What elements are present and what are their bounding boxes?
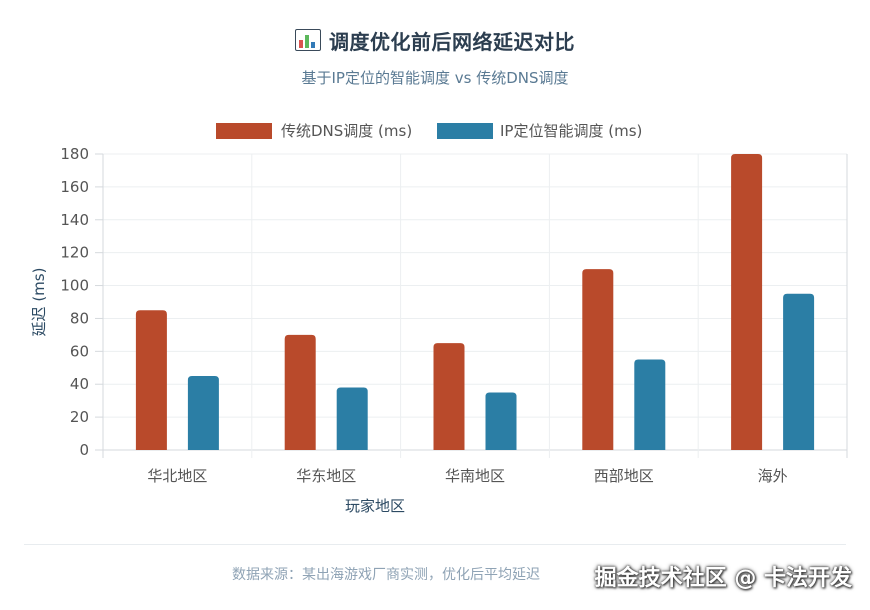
y-tick-label: 180 — [60, 145, 89, 163]
y-tick-label: 60 — [70, 342, 89, 360]
bar — [336, 387, 368, 450]
y-axis-label: 延迟 (ms) — [30, 268, 48, 337]
chart-grid — [102, 153, 848, 458]
y-tick-label: 140 — [60, 211, 89, 229]
x-tick-label: 华东地区 — [296, 467, 356, 485]
x-axis-label: 玩家地区 — [345, 497, 405, 515]
bar — [433, 343, 465, 450]
y-tick-label: 80 — [70, 309, 89, 327]
bar — [187, 376, 219, 450]
bar — [135, 310, 167, 450]
chart-bars — [135, 154, 815, 450]
y-tick-label: 100 — [60, 277, 89, 295]
y-tick-label: 120 — [60, 244, 89, 262]
watermark: 掘金技术社区 @ 卡法开发 — [594, 566, 852, 591]
chart-title: 调度优化前后网络延迟对比 — [329, 30, 575, 54]
data-source-note: 数据来源：某出海游戏厂商实测，优化后平均延迟 — [232, 567, 540, 583]
legend-label: 传统DNS调度 (ms) — [281, 122, 412, 140]
y-tick-label: 160 — [60, 178, 89, 196]
bar — [731, 154, 763, 450]
legend-swatch — [437, 123, 493, 139]
bar — [582, 269, 614, 450]
bar-chart: 传统DNS调度 (ms) IP定位智能调度 (ms) 0 20 40 60 80 100 12… — [30, 122, 848, 515]
bar — [634, 359, 666, 450]
bar — [284, 334, 316, 450]
y-tick-label: 20 — [70, 408, 89, 426]
legend-label: IP定位智能调度 (ms) — [500, 122, 642, 140]
y-axis: 0 20 40 60 80 100 120 140 160 180 延迟 (ms) — [30, 145, 103, 459]
y-tick-label: 40 — [70, 375, 89, 393]
x-tick-label: 西部地区 — [594, 467, 654, 485]
chart-subtitle: 基于IP定位的智能调度 vs 传统DNS调度 — [301, 69, 569, 87]
bar — [485, 392, 517, 450]
chart-legend: 传统DNS调度 (ms) IP定位智能调度 (ms) — [216, 122, 642, 140]
x-tick-label: 华北地区 — [147, 467, 207, 485]
bar-chart-icon — [295, 28, 321, 51]
y-tick-label: 0 — [79, 441, 89, 459]
x-tick-label: 海外 — [758, 467, 788, 485]
x-tick-label: 华南地区 — [445, 467, 505, 485]
footer-divider — [24, 544, 846, 545]
legend-swatch — [216, 123, 272, 139]
chart-header: 调度优化前后网络延迟对比 — [0, 26, 870, 55]
bar — [783, 293, 815, 450]
